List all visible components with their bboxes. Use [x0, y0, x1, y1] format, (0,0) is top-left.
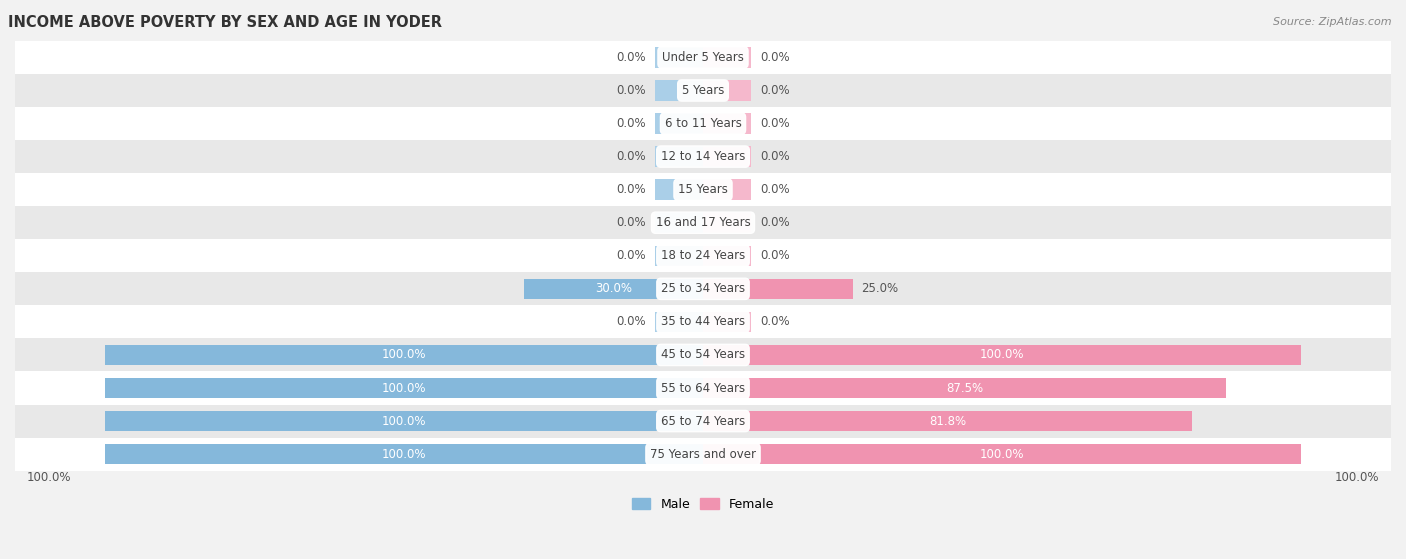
Bar	[655, 47, 703, 68]
Bar	[703, 345, 1302, 365]
Bar	[703, 378, 1226, 398]
Text: 0.0%: 0.0%	[617, 117, 647, 130]
Text: 6 to 11 Years: 6 to 11 Years	[665, 117, 741, 130]
Text: 100.0%: 100.0%	[381, 415, 426, 428]
Text: 100.0%: 100.0%	[1334, 471, 1379, 484]
Bar	[655, 179, 703, 200]
Text: INCOME ABOVE POVERTY BY SEX AND AGE IN YODER: INCOME ABOVE POVERTY BY SEX AND AGE IN Y…	[8, 15, 441, 30]
Bar	[0, 372, 1406, 405]
Text: 45 to 54 Years: 45 to 54 Years	[661, 348, 745, 362]
Text: 0.0%: 0.0%	[617, 249, 647, 262]
Text: 0.0%: 0.0%	[759, 216, 789, 229]
Bar	[0, 41, 1406, 74]
Bar	[655, 113, 703, 134]
Text: 16 and 17 Years: 16 and 17 Years	[655, 216, 751, 229]
Text: 0.0%: 0.0%	[759, 315, 789, 328]
Bar	[703, 113, 751, 134]
Bar	[703, 212, 751, 233]
Bar	[655, 311, 703, 332]
Bar	[703, 245, 751, 266]
Text: 0.0%: 0.0%	[617, 150, 647, 163]
Bar	[703, 80, 751, 101]
Text: 18 to 24 Years: 18 to 24 Years	[661, 249, 745, 262]
Bar	[703, 311, 751, 332]
Text: 25 to 34 Years: 25 to 34 Years	[661, 282, 745, 295]
Bar	[0, 305, 1406, 338]
Bar	[703, 146, 751, 167]
Text: 0.0%: 0.0%	[759, 183, 789, 196]
Text: Under 5 Years: Under 5 Years	[662, 51, 744, 64]
Text: 0.0%: 0.0%	[759, 249, 789, 262]
Text: 100.0%: 100.0%	[381, 448, 426, 461]
Text: 100.0%: 100.0%	[381, 381, 426, 395]
Text: 100.0%: 100.0%	[980, 348, 1025, 362]
Bar	[104, 345, 703, 365]
Bar	[0, 338, 1406, 372]
Text: 15 Years: 15 Years	[678, 183, 728, 196]
Bar	[0, 107, 1406, 140]
Bar	[0, 74, 1406, 107]
Bar	[0, 239, 1406, 272]
Text: 0.0%: 0.0%	[759, 51, 789, 64]
Text: 5 Years: 5 Years	[682, 84, 724, 97]
Text: 81.8%: 81.8%	[929, 415, 966, 428]
Text: 12 to 14 Years: 12 to 14 Years	[661, 150, 745, 163]
Bar	[0, 438, 1406, 471]
Text: 25.0%: 25.0%	[862, 282, 898, 295]
Bar	[655, 146, 703, 167]
Bar	[523, 278, 703, 299]
Text: 0.0%: 0.0%	[617, 315, 647, 328]
Legend: Male, Female: Male, Female	[627, 493, 779, 516]
Bar	[0, 206, 1406, 239]
Bar	[703, 278, 852, 299]
Text: 0.0%: 0.0%	[759, 150, 789, 163]
Text: 55 to 64 Years: 55 to 64 Years	[661, 381, 745, 395]
Bar	[703, 444, 1302, 465]
Bar	[0, 173, 1406, 206]
Bar	[104, 444, 703, 465]
Bar	[0, 405, 1406, 438]
Text: 100.0%: 100.0%	[381, 348, 426, 362]
Text: 0.0%: 0.0%	[617, 84, 647, 97]
Bar	[0, 272, 1406, 305]
Text: 75 Years and over: 75 Years and over	[650, 448, 756, 461]
Text: 35 to 44 Years: 35 to 44 Years	[661, 315, 745, 328]
Bar	[703, 47, 751, 68]
Bar	[655, 212, 703, 233]
Text: 100.0%: 100.0%	[27, 471, 72, 484]
Bar	[703, 179, 751, 200]
Bar	[655, 245, 703, 266]
Text: Source: ZipAtlas.com: Source: ZipAtlas.com	[1274, 17, 1392, 27]
Text: 65 to 74 Years: 65 to 74 Years	[661, 415, 745, 428]
Bar	[703, 411, 1192, 432]
Text: 0.0%: 0.0%	[617, 183, 647, 196]
Bar	[104, 411, 703, 432]
Text: 0.0%: 0.0%	[617, 51, 647, 64]
Text: 0.0%: 0.0%	[759, 84, 789, 97]
Bar	[655, 80, 703, 101]
Text: 87.5%: 87.5%	[946, 381, 983, 395]
Bar	[104, 378, 703, 398]
Text: 0.0%: 0.0%	[617, 216, 647, 229]
Text: 100.0%: 100.0%	[980, 448, 1025, 461]
Bar	[0, 140, 1406, 173]
Text: 30.0%: 30.0%	[595, 282, 631, 295]
Text: 0.0%: 0.0%	[759, 117, 789, 130]
